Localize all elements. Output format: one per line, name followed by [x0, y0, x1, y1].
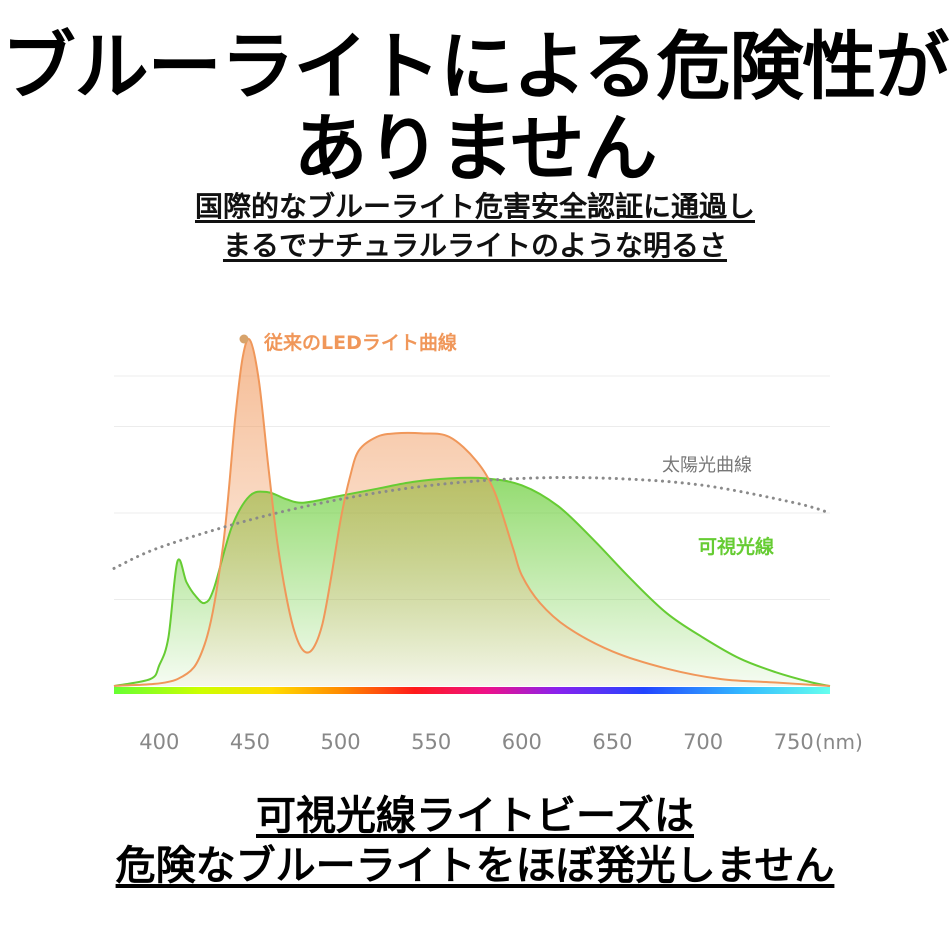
legend-sun-label: 太陽光曲線 [662, 455, 752, 476]
visible-light-curve [113, 476, 831, 687]
footer-line-2: 危険なブルーライトをほぼ発光しません [0, 846, 950, 886]
footer-line-1-text: 可視光線ライトビーズは [256, 793, 694, 839]
legend-visible-label: 可視光線 [698, 535, 774, 558]
tick-layer: 400 450 500 550 600 650 700 750 [139, 730, 814, 754]
headline-line-1: ブルーライトによる危険性が [1, 24, 950, 110]
led-curve [113, 338, 831, 687]
x-tick-label-750: 750 [774, 730, 814, 754]
x-tick-label-600: 600 [502, 730, 542, 754]
footer-line-2-text: 危険なブルーライトをほぼ発光しません [115, 843, 835, 889]
spectrum-chart: 400 450 500 550 600 650 700 750 (nm) 従来のLEDライト曲… [112, 331, 863, 754]
fill-layer [114, 339, 830, 686]
led-curve-area [114, 339, 830, 686]
subheadline-line-2: まるでナチュラルライトのような明るさ [0, 232, 950, 260]
subheadline-line-1-text: 国際的なブルーライト危害安全認証に通過し [194, 190, 755, 223]
x-tick-label-500: 500 [321, 730, 361, 754]
line-layer [112, 338, 832, 687]
legend-led-label: 従来のLEDライト曲線 [263, 331, 457, 354]
x-tick-label-450: 450 [230, 730, 270, 754]
x-tick-label-400: 400 [139, 730, 179, 754]
led-peak-marker [239, 334, 249, 344]
x-tick-label-550: 550 [411, 730, 451, 754]
subheadline-line-2-text: まるでナチュラルライトのような明るさ [222, 229, 727, 262]
headline-line-2: ありません [293, 106, 658, 192]
footer-line-1: 可視光線ライトビーズは [0, 796, 950, 836]
x-tick-label-700: 700 [683, 730, 723, 754]
spectrum-bar [114, 687, 830, 694]
x-tick-label-650: 650 [592, 730, 632, 754]
subheadline-line-1: 国際的なブルーライト危害安全認証に通過し [0, 193, 950, 221]
sunlight-curve [112, 476, 832, 570]
x-unit-label: (nm) [815, 730, 863, 754]
